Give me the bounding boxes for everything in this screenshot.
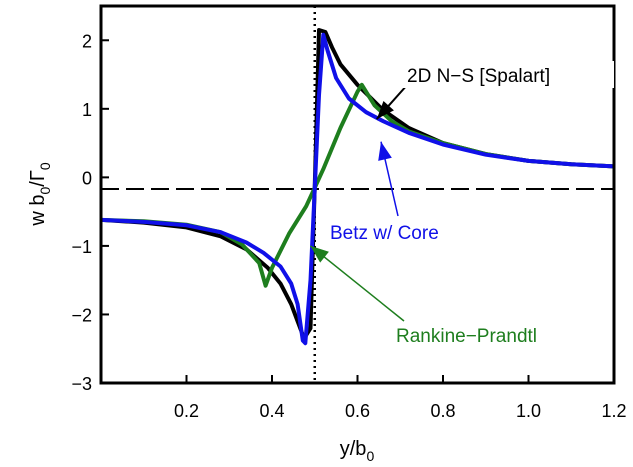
reference-lines	[101, 6, 614, 383]
y-tick-label: 0	[82, 168, 92, 188]
x-axis-label-subscript: 0	[366, 448, 374, 464]
y-axis-label-part-2: /Γ	[27, 170, 49, 187]
annotation-ns-label: 2D N−S [Spalart]	[407, 66, 550, 87]
annotation-arrows	[310, 83, 409, 322]
series-line-betz-w-core	[101, 32, 614, 346]
x-tick-label: 0.8	[430, 401, 455, 421]
annotation-rankine-label: Rankine−Prandtl	[396, 326, 537, 347]
x-tick-label: 1.0	[516, 401, 541, 421]
y-tick-label: −2	[71, 305, 92, 325]
y-axis-label-part-1: w b	[27, 195, 49, 227]
annotation-arrowhead-2	[378, 141, 392, 161]
y-tick-label: 2	[82, 31, 92, 51]
x-tick-label: 1.2	[601, 401, 626, 421]
y-axis-label: w b0/Γ0	[27, 162, 53, 227]
annotation-arrowhead-3	[310, 245, 329, 263]
y-tick-label: −1	[71, 237, 92, 257]
x-axis-label-main: y/b	[340, 438, 367, 460]
x-axis-ticks: 0.2 0.4 0.6 0.8 1.0 1.2	[174, 375, 627, 421]
x-tick-label: 0.4	[259, 401, 284, 421]
series-layer	[101, 28, 614, 346]
y-axis-label-subscript-2: 0	[37, 162, 53, 170]
annotation-arrowhead-1	[376, 101, 394, 120]
annotation-ns-box	[398, 61, 614, 88]
y-axis-label-subscript-1: 0	[37, 187, 53, 195]
y-axis-ticks: −3 −2 −1 0 1 2	[71, 31, 109, 394]
x-tick-label: 0.6	[345, 401, 370, 421]
y-tick-label: 1	[82, 100, 92, 120]
x-axis-label: y/b0	[340, 438, 375, 464]
y-tick-label: −3	[71, 374, 92, 394]
annotation-betz-label: Betz w/ Core	[330, 223, 439, 244]
x-tick-label: 0.2	[174, 401, 199, 421]
annotation-arrow-line-3	[310, 245, 405, 322]
